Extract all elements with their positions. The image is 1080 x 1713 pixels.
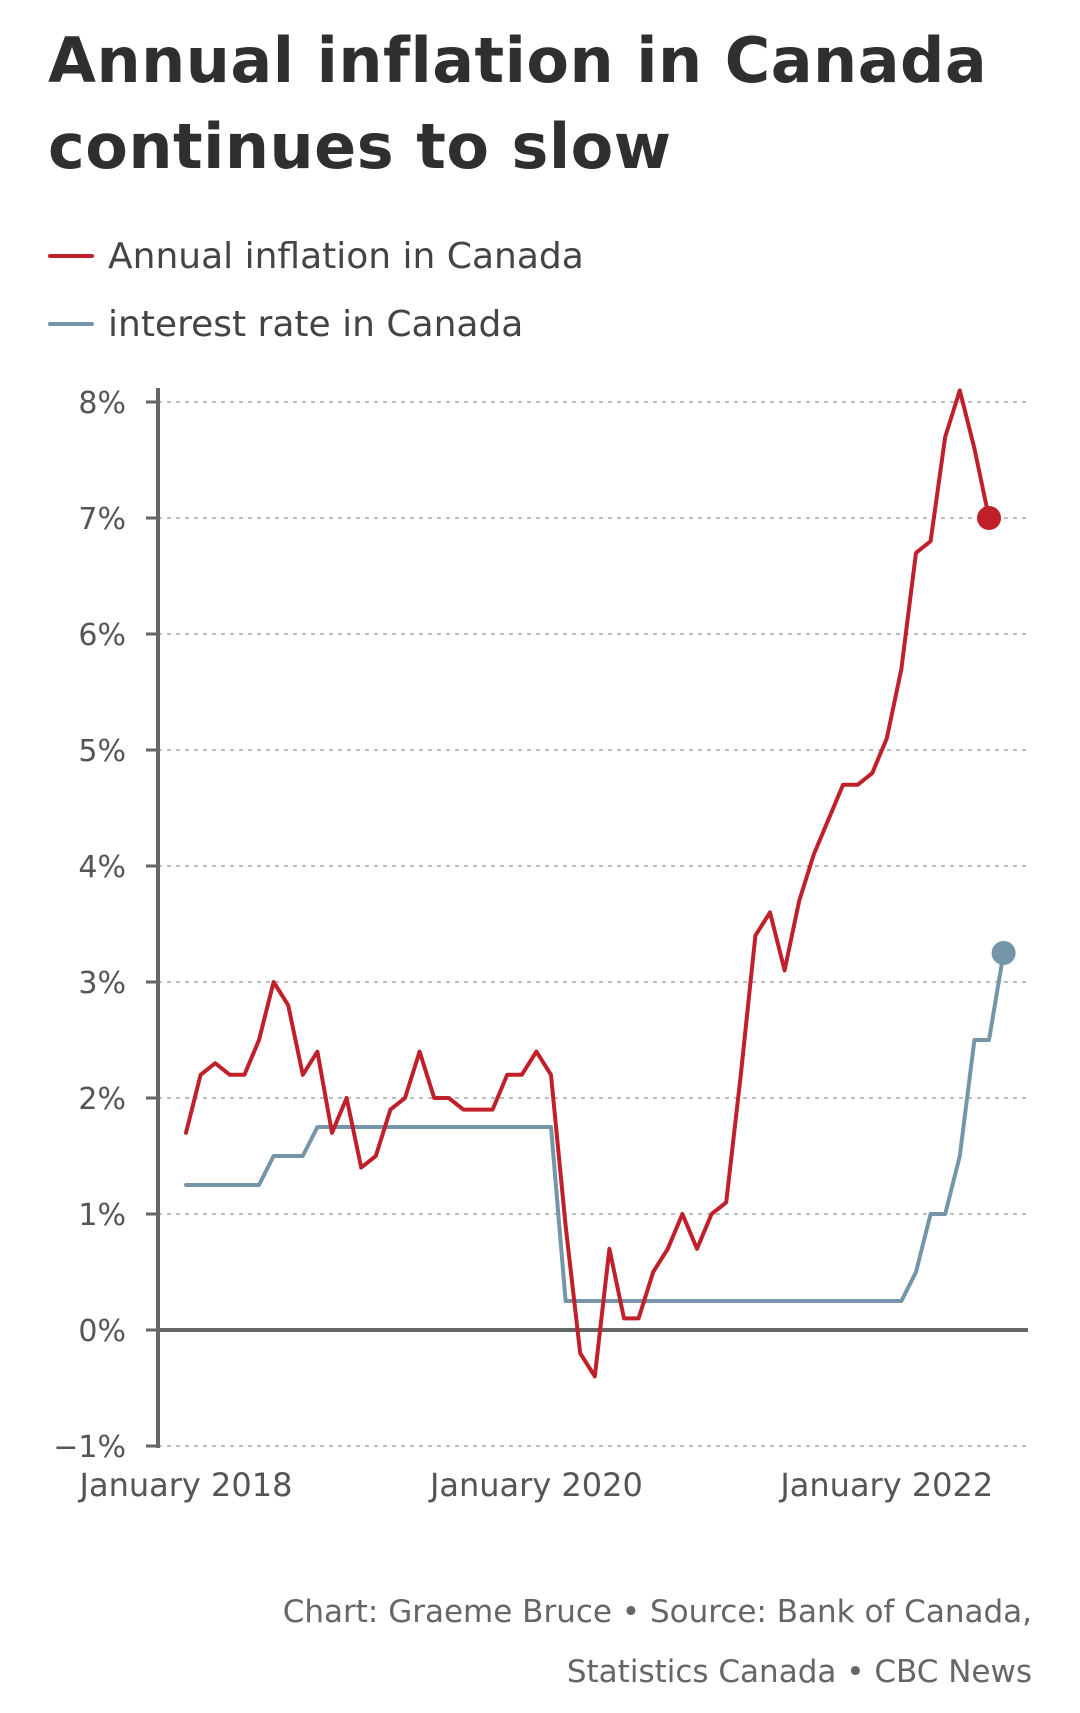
credits-line-2: Statistics Canada • CBC News [566,1654,1032,1690]
chart-credits: Chart: Graeme Bruce • Source: Bank of Ca… [283,1582,1032,1702]
y-tick-label: 7% [78,502,126,537]
end-marker-inflation [977,506,1001,530]
x-tick-label: January 2022 [778,1466,993,1504]
x-tick-label: January 2018 [78,1466,293,1504]
y-tick-label: 1% [78,1198,126,1233]
gridlines [158,401,1028,1447]
series-line-inflation [184,388,991,1379]
x-tick-label: January 2020 [428,1466,643,1504]
axes [146,388,1028,1448]
end-marker-interest-rate [991,941,1016,965]
legend-item-interest-rate: interest rate in Canada [48,290,584,358]
legend-label-interest-rate: interest rate in Canada [108,303,524,345]
y-tick-label: 4% [78,850,126,885]
legend: Annual inflation in Canada interest rate… [48,222,584,358]
legend-item-inflation: Annual inflation in Canada [48,222,584,290]
y-tick-label: 2% [78,1082,126,1117]
line-chart: 8% 7% 6% 5% 4% 3% 2% 1% 0% −1%January 2018 January… [53,386,1028,1504]
y-tick-label: −1% [53,1430,126,1465]
legend-swatch-inflation [48,254,94,258]
series-lines [184,388,1016,1379]
tick-labels: 8% 7% 6% 5% 4% 3% 2% 1% 0% −1%January 2018 January… [53,386,993,1504]
y-tick-label: 5% [78,734,126,769]
legend-swatch-interest-rate [48,322,94,326]
y-tick-label: 0% [78,1314,126,1349]
y-tick-label: 6% [78,618,126,653]
y-tick-label: 8% [78,386,126,421]
series-line-interest-rate [184,951,1006,1303]
credits-line-1: Chart: Graeme Bruce • Source: Bank of Ca… [282,1594,1032,1630]
y-tick-label: 3% [78,966,126,1001]
chart-title: Annual inflation in Canada continues to … [48,24,988,183]
legend-label-inflation: Annual inflation in Canada [108,235,584,277]
